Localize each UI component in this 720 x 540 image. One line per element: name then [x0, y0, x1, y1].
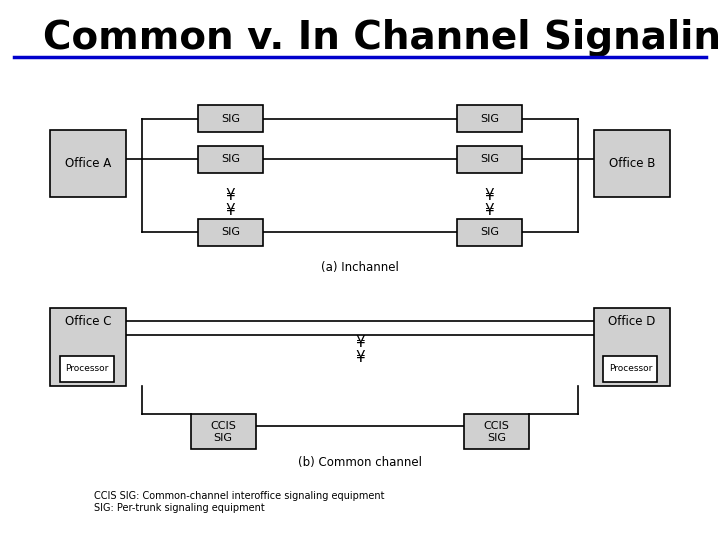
FancyBboxPatch shape [50, 308, 126, 386]
Text: CCIS
SIG: CCIS SIG [484, 421, 510, 443]
Text: Common v. In Channel Signaling: Common v. In Channel Signaling [43, 19, 720, 57]
Text: SIG: SIG [480, 114, 499, 124]
Text: CCIS
SIG: CCIS SIG [210, 421, 236, 443]
Text: ¥: ¥ [355, 335, 365, 350]
Text: ¥: ¥ [485, 203, 494, 218]
Text: SIG: SIG [480, 227, 499, 237]
Text: ¥: ¥ [225, 203, 235, 218]
Text: SIG: SIG [480, 154, 499, 164]
FancyBboxPatch shape [198, 105, 263, 132]
Text: CCIS SIG: Common-channel interoffice signaling equipment: CCIS SIG: Common-channel interoffice sig… [94, 491, 384, 501]
FancyBboxPatch shape [50, 130, 126, 197]
Text: Office B: Office B [608, 157, 655, 170]
Text: Processor: Processor [608, 364, 652, 373]
Text: Office D: Office D [608, 315, 655, 328]
FancyBboxPatch shape [457, 146, 522, 173]
FancyBboxPatch shape [603, 356, 657, 382]
FancyBboxPatch shape [457, 105, 522, 132]
FancyBboxPatch shape [457, 219, 522, 246]
Text: Processor: Processor [65, 364, 109, 373]
Text: ¥: ¥ [355, 350, 365, 365]
Text: ¥: ¥ [225, 188, 235, 203]
FancyBboxPatch shape [464, 414, 529, 449]
Text: (b) Common channel: (b) Common channel [298, 456, 422, 469]
Text: SIG: SIG [221, 227, 240, 237]
Text: (a) Inchannel: (a) Inchannel [321, 261, 399, 274]
FancyBboxPatch shape [60, 356, 114, 382]
Text: SIG: SIG [221, 154, 240, 164]
Text: SIG: Per-trunk signaling equipment: SIG: Per-trunk signaling equipment [94, 503, 264, 512]
FancyBboxPatch shape [198, 146, 263, 173]
Text: SIG: SIG [221, 114, 240, 124]
Text: ¥: ¥ [485, 188, 494, 203]
FancyBboxPatch shape [594, 130, 670, 197]
FancyBboxPatch shape [594, 308, 670, 386]
FancyBboxPatch shape [198, 219, 263, 246]
Text: Office C: Office C [65, 315, 112, 328]
Text: Office A: Office A [65, 157, 112, 170]
FancyBboxPatch shape [191, 414, 256, 449]
